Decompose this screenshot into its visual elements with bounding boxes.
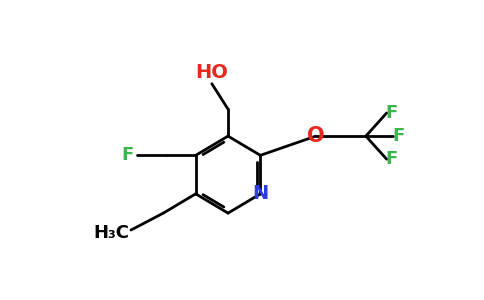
Text: F: F bbox=[121, 146, 133, 164]
Text: F: F bbox=[385, 150, 397, 168]
Text: H₃C: H₃C bbox=[93, 224, 130, 242]
Text: O: O bbox=[307, 126, 325, 146]
Text: F: F bbox=[393, 127, 405, 145]
Text: N: N bbox=[252, 184, 269, 203]
Text: HO: HO bbox=[196, 63, 228, 82]
Text: F: F bbox=[385, 104, 397, 122]
